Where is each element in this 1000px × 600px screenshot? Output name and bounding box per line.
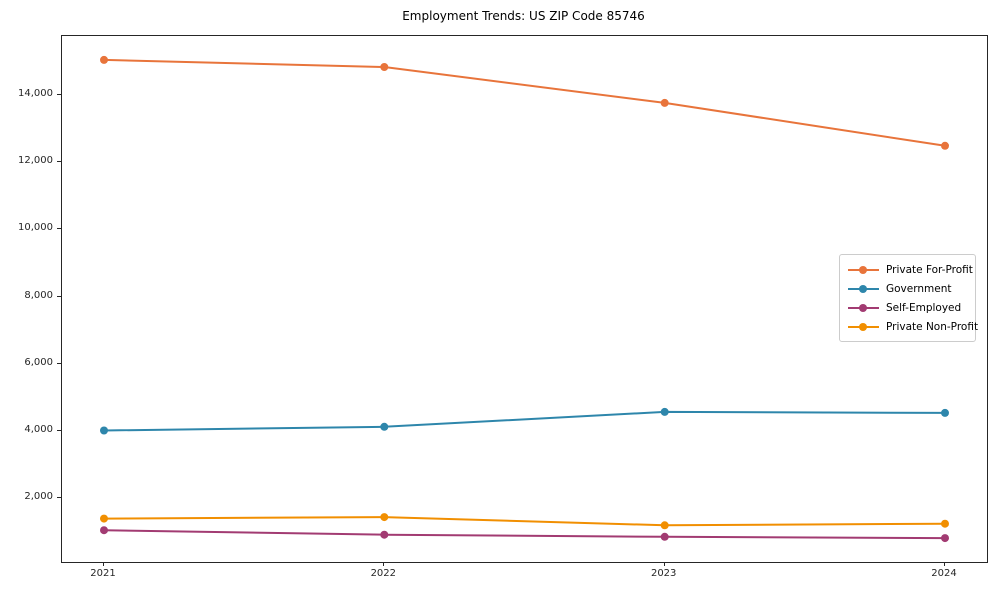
legend: Private For-Profit Government Self-Emplo… <box>839 254 978 342</box>
data-point <box>380 422 389 431</box>
y-tick-mark <box>57 362 61 364</box>
data-point <box>100 426 108 435</box>
legend-label: Private For-Profit <box>886 263 973 276</box>
data-point <box>100 526 108 535</box>
data-point <box>660 98 669 107</box>
y-tick-mark <box>57 94 61 96</box>
y-tick-label: 2,000 <box>24 491 53 502</box>
y-tick-mark <box>57 429 61 431</box>
x-tick-mark <box>103 562 104 566</box>
x-tick-label: 2022 <box>370 568 397 579</box>
x-tick-mark <box>663 562 665 566</box>
legend-line-marker-icon <box>848 265 879 275</box>
series-line-3 <box>103 516 946 527</box>
legend-item-private-non-profit: Private Non-Profit <box>848 317 978 336</box>
line-chart-svg <box>100 55 949 543</box>
y-tick-label: 14,000 <box>18 88 53 100</box>
x-tick-mark <box>944 562 945 566</box>
chart-title: Employment Trends: US ZIP Code 85746 <box>402 9 645 23</box>
data-point <box>660 407 669 416</box>
data-point <box>660 521 669 530</box>
legend-line-marker-icon <box>848 303 879 313</box>
x-tick-label: 2023 <box>650 568 677 579</box>
data-point <box>941 408 949 417</box>
legend-label: Private Non-Profit <box>886 320 979 333</box>
y-tick-mark <box>57 161 61 163</box>
x-tick-mark <box>383 562 385 566</box>
data-point <box>941 534 949 543</box>
x-tick-label: 2024 <box>931 568 957 579</box>
data-point <box>380 530 389 539</box>
y-tick-mark <box>57 228 61 230</box>
data-point <box>380 63 389 71</box>
legend-label: Self-Employed <box>886 301 962 314</box>
legend-item-private-for-profit: Private For-Profit <box>848 260 973 279</box>
y-tick-label: 10,000 <box>18 222 53 234</box>
legend-label: Government <box>886 282 952 295</box>
y-tick-label: 6,000 <box>24 356 53 368</box>
y-tick-mark <box>57 497 61 498</box>
x-tick-label: 2021 <box>90 568 116 579</box>
plot-area <box>61 35 988 563</box>
data-point <box>100 55 108 64</box>
data-point <box>941 141 949 150</box>
series-line-2 <box>103 529 946 540</box>
series-line-1 <box>103 410 946 432</box>
y-tick-label: 12,000 <box>18 155 53 167</box>
data-point <box>941 519 949 528</box>
data-point <box>100 514 108 523</box>
data-point <box>660 532 669 541</box>
y-tick-mark <box>57 295 61 297</box>
y-tick-label: 4,000 <box>24 423 53 435</box>
legend-line-marker-icon <box>848 322 879 332</box>
series-line-0 <box>103 58 946 147</box>
y-tick-label: 8,000 <box>24 289 53 301</box>
legend-line-marker-icon <box>848 284 879 294</box>
legend-item-government: Government <box>848 279 967 298</box>
data-point <box>380 513 389 522</box>
legend-item-self-employed: Self-Employed <box>848 298 967 317</box>
